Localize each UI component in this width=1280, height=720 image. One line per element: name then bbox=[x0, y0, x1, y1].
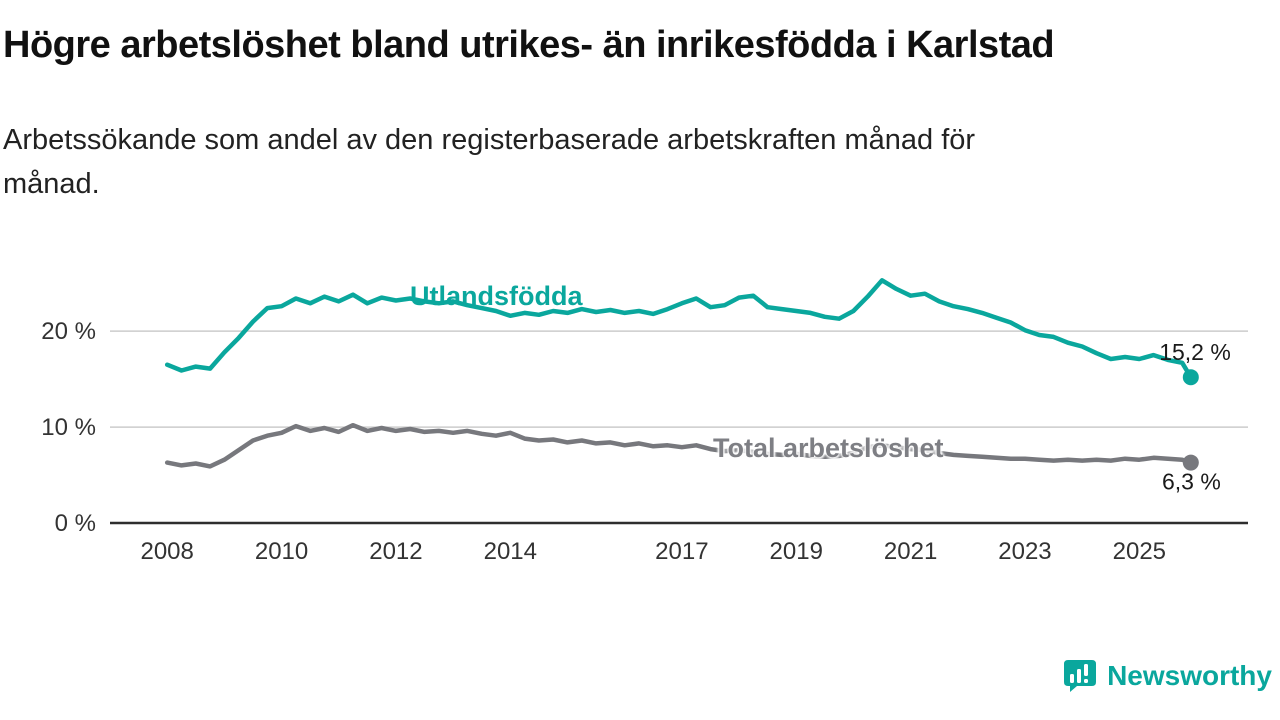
x-axis-tick-label: 2014 bbox=[484, 538, 537, 565]
series-end-dot-0 bbox=[1182, 369, 1199, 386]
y-axis-tick-label: 0 % bbox=[55, 510, 96, 537]
series-label-total-arbetsloshet: Total arbetslöshet bbox=[713, 433, 944, 463]
chart-subtitle-line-2: månad. bbox=[3, 168, 100, 200]
series-line-1 bbox=[164, 422, 1194, 469]
x-axis-tick-label: 2019 bbox=[770, 538, 823, 565]
x-axis-tick-label: 2025 bbox=[1113, 538, 1166, 565]
x-axis-tick-label: 2008 bbox=[140, 538, 193, 565]
chart-subtitle: Arbetssökande som andel av den registerb… bbox=[3, 118, 975, 206]
chart-subtitle-line-1: Arbetssökande som andel av den registerb… bbox=[3, 124, 976, 156]
x-axis-tick-label: 2023 bbox=[998, 538, 1051, 565]
newsworthy-logo: Newsworthy bbox=[1062, 658, 1272, 694]
x-axis-tick-label: 2021 bbox=[884, 538, 937, 565]
y-axis-tick-label: 20 % bbox=[41, 318, 96, 345]
newsworthy-logo-text: Newsworthy bbox=[1107, 660, 1272, 691]
series-end-value-label-0: 15,2 % bbox=[1159, 339, 1231, 365]
series-end-dot-1 bbox=[1182, 454, 1199, 471]
series-end-value-label-1: 6,3 % bbox=[1162, 469, 1221, 495]
chart-title: Högre arbetslöshet bland utrikes- än inr… bbox=[3, 24, 1055, 66]
series-line-0 bbox=[164, 278, 1194, 380]
y-axis-tick-label: 10 % bbox=[41, 414, 96, 441]
newsworthy-logo-icon bbox=[1062, 658, 1098, 694]
x-axis-tick-label: 2010 bbox=[255, 538, 308, 565]
series-label-utlandsfodda: Utlandsfödda bbox=[410, 281, 583, 311]
x-axis-tick-label: 2012 bbox=[369, 538, 422, 565]
x-axis-tick-label: 2017 bbox=[655, 538, 708, 565]
